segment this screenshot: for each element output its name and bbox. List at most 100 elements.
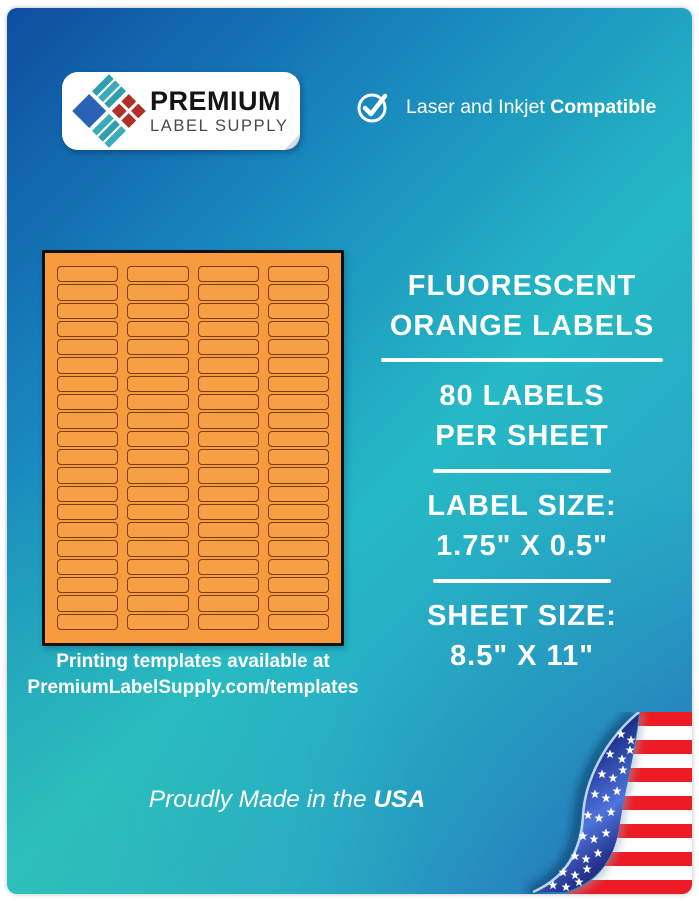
label-cell <box>127 448 189 466</box>
divider <box>433 579 611 583</box>
label-cell <box>197 339 259 356</box>
label-cell <box>57 613 119 630</box>
made-in-usa-text: Proudly Made in the USA <box>7 786 567 814</box>
label-cell <box>127 357 189 374</box>
label-cell <box>267 540 329 557</box>
brand-logo-box: PREMIUM LABEL SUPPLY <box>62 72 300 150</box>
product-specs: FLUORESCENT ORANGE LABELS 80 LABELS PER … <box>372 266 672 676</box>
sheet-size-value: 8.5" X 11" <box>450 640 594 672</box>
brand-name: PREMIUM <box>150 85 281 116</box>
label-cell <box>127 266 189 283</box>
compatibility-regular: Laser and Inkjet <box>406 95 551 118</box>
label-cell <box>197 375 259 393</box>
label-column <box>197 266 259 630</box>
label-sheet <box>42 250 344 646</box>
product-title-line1: FLUORESCENT <box>407 270 637 302</box>
made-in-regular: Proudly Made in the <box>148 786 374 813</box>
label-cell <box>127 412 189 429</box>
label-cell <box>197 448 259 466</box>
label-cell <box>57 412 119 429</box>
label-cell <box>57 577 119 594</box>
label-count-line2: PER SHEET <box>435 420 609 452</box>
label-cell <box>127 577 189 594</box>
label-cell <box>197 357 259 374</box>
label-cell <box>127 485 189 502</box>
product-card: PREMIUM LABEL SUPPLY Laser and Inkjet Co… <box>7 8 692 894</box>
templates-note-line1: Printing templates available at <box>56 651 330 672</box>
label-cell <box>127 339 189 356</box>
made-in-bold: USA <box>373 786 426 813</box>
label-cell <box>197 503 259 521</box>
label-cell <box>267 320 329 338</box>
label-cell <box>197 320 259 338</box>
label-cell <box>127 320 189 338</box>
label-cell <box>267 577 329 594</box>
label-cell <box>57 394 119 411</box>
label-cell <box>57 595 119 612</box>
label-cell <box>197 284 259 301</box>
label-cell <box>127 430 189 447</box>
label-cell <box>127 394 189 411</box>
label-cell <box>197 613 259 630</box>
label-column <box>57 266 119 630</box>
label-cell <box>57 266 119 283</box>
label-cell <box>57 320 119 338</box>
label-cell <box>57 503 119 521</box>
label-cell <box>267 412 329 429</box>
label-cell <box>57 540 119 557</box>
usa-flag-page-curl <box>526 712 692 894</box>
label-size-value: 1.75" X 0.5" <box>436 530 608 562</box>
label-cell <box>197 266 259 283</box>
product-title-line2: ORANGE LABELS <box>389 310 655 342</box>
label-cell <box>57 302 119 319</box>
label-cell <box>127 284 189 301</box>
label-cell <box>197 302 259 319</box>
compatibility-text: Laser and Inkjet Compatible <box>406 96 656 119</box>
label-cell <box>267 430 329 447</box>
label-cell <box>197 522 259 539</box>
label-cell <box>267 339 329 356</box>
label-cell <box>267 467 329 484</box>
checkmark-circle-icon <box>357 93 388 123</box>
label-cell <box>267 558 329 576</box>
label-cell <box>267 522 329 539</box>
templates-note-url: PremiumLabelSupply.com/templates <box>27 677 359 698</box>
brand-subname: LABEL SUPPLY <box>150 116 289 135</box>
label-column <box>267 266 329 630</box>
label-cell <box>57 284 119 301</box>
label-cell <box>57 357 119 374</box>
label-cell <box>127 595 189 612</box>
label-cell <box>197 467 259 484</box>
label-cell <box>267 485 329 502</box>
label-cell <box>267 357 329 374</box>
label-cell <box>267 302 329 319</box>
label-cell <box>57 339 119 356</box>
label-cell <box>57 375 119 393</box>
label-cell <box>127 375 189 393</box>
label-cell <box>197 558 259 576</box>
label-cell <box>127 558 189 576</box>
label-cell <box>57 522 119 539</box>
label-cell <box>127 540 189 557</box>
label-cell <box>197 577 259 594</box>
label-cell <box>197 485 259 502</box>
label-cell <box>57 558 119 576</box>
label-cell <box>267 595 329 612</box>
divider <box>381 358 663 362</box>
label-cell <box>267 394 329 411</box>
label-cell <box>197 394 259 411</box>
label-cell <box>127 613 189 630</box>
label-cell <box>127 302 189 319</box>
label-cell <box>57 485 119 502</box>
compatibility-bold: Compatible <box>550 95 657 118</box>
label-size-heading: LABEL SIZE: <box>427 490 617 522</box>
label-column <box>127 266 189 630</box>
sheet-size-heading: SHEET SIZE: <box>427 600 617 632</box>
label-cell <box>267 613 329 630</box>
label-cell <box>197 595 259 612</box>
label-cell <box>267 448 329 466</box>
label-cell <box>127 467 189 484</box>
premium-label-supply-logo-icon <box>72 74 146 148</box>
label-cell <box>197 430 259 447</box>
templates-note: Printing templates available at PremiumL… <box>7 649 379 701</box>
